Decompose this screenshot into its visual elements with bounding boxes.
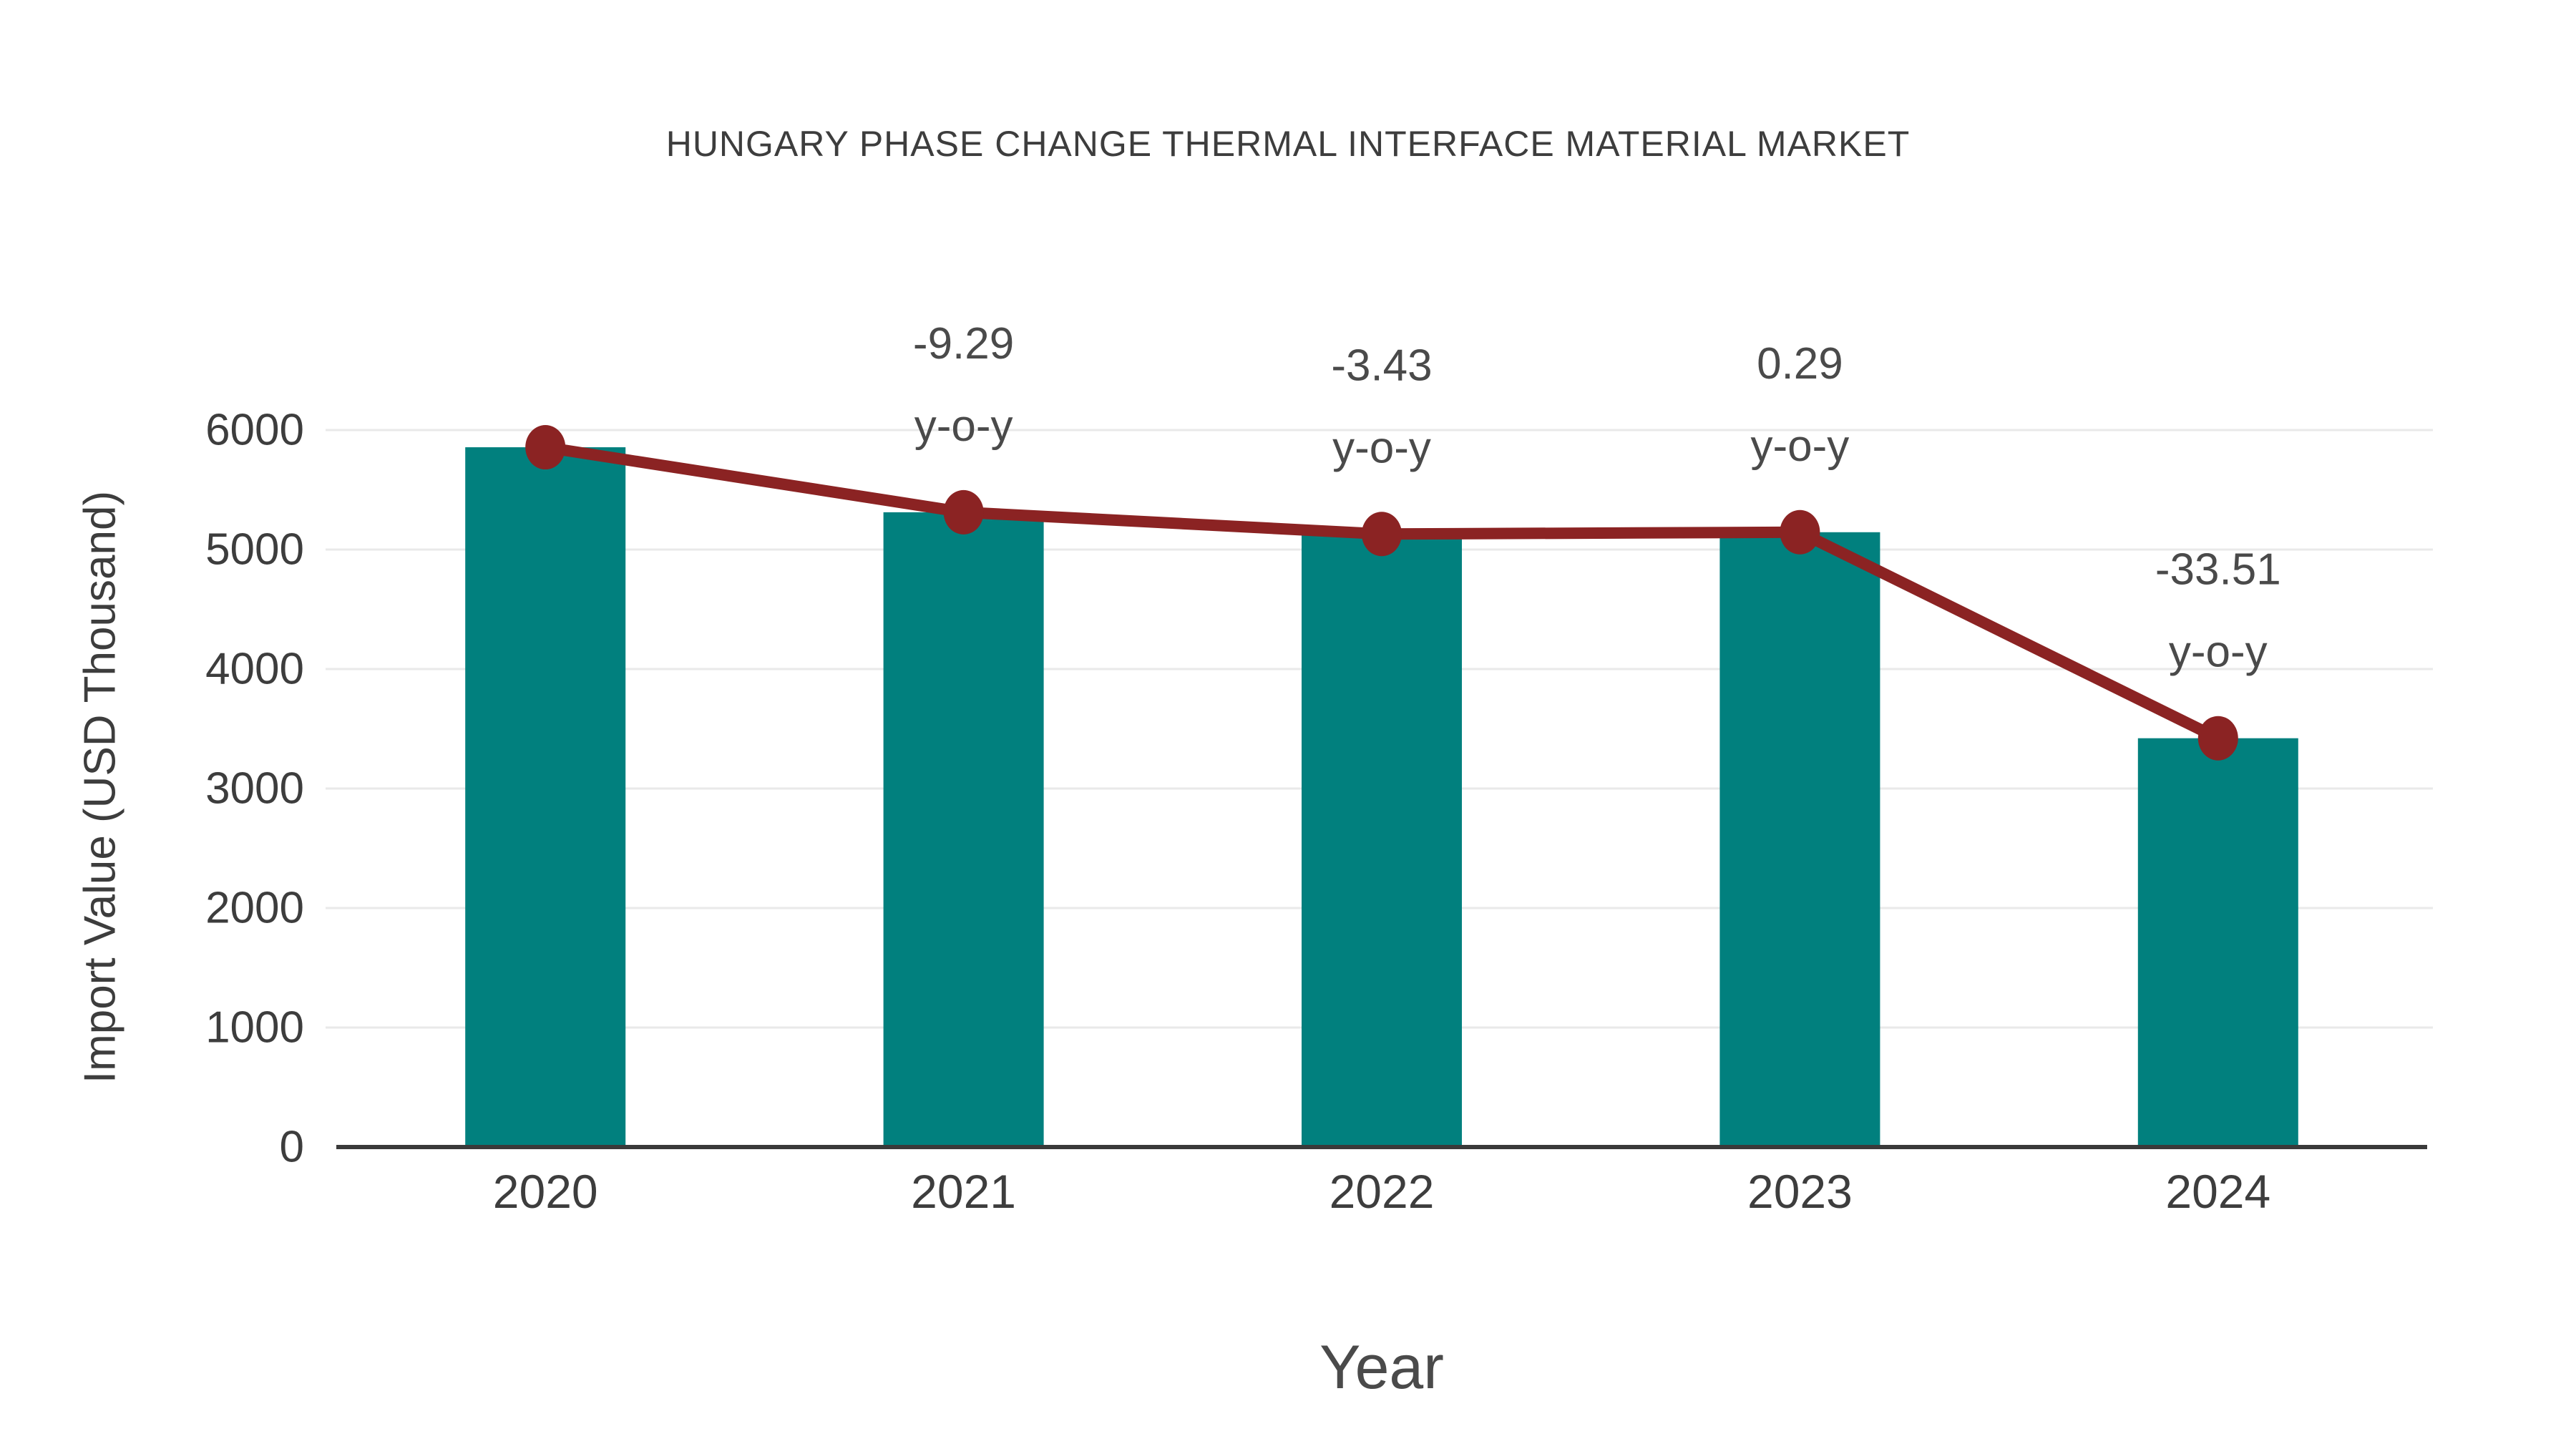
y-tick-label-1000: 1000 <box>205 1003 304 1053</box>
line-marker-2023 <box>1780 509 1820 555</box>
x-axis-title: Year <box>1319 1333 1444 1402</box>
y-tick-label-6000: 6000 <box>205 406 304 455</box>
annotation-suffix: y-o-y <box>1332 423 1431 472</box>
bar-2024 <box>2137 738 2298 1147</box>
y-tick-label-4000: 4000 <box>205 645 304 694</box>
x-tick-label-2022: 2022 <box>1330 1165 1435 1218</box>
x-tick-label-2020: 2020 <box>493 1165 598 1218</box>
annotation-2021: -9.29 y-o-y <box>913 319 1014 451</box>
line-marker-2020 <box>525 425 566 470</box>
line-marker-2022 <box>1362 512 1402 557</box>
annotation-2024: -33.51 y-o-y <box>2155 545 2281 677</box>
y-tick-label-2000: 2000 <box>205 884 304 933</box>
annotation-suffix: y-o-y <box>914 401 1013 451</box>
annotation-value: -33.51 <box>2155 545 2281 595</box>
bar-2023 <box>1719 532 1880 1147</box>
x-tick-label-2024: 2024 <box>2165 1165 2270 1218</box>
line-marker-2021 <box>943 489 984 535</box>
chart-title: HUNGARY PHASE CHANGE THERMAL INTERFACE M… <box>665 124 1911 164</box>
y-tick-label-5000: 5000 <box>205 525 304 575</box>
annotation-value: -9.29 <box>913 319 1014 369</box>
line-marker-2024 <box>2197 716 2238 761</box>
annotation-2022: -3.43 y-o-y <box>1331 341 1432 472</box>
annotation-suffix: y-o-y <box>2169 628 2268 677</box>
x-tick-label-2023: 2023 <box>1747 1165 1853 1218</box>
bar-2022 <box>1302 534 1462 1147</box>
x-tick-label-2021: 2021 <box>911 1165 1016 1218</box>
annotation-value: 0.29 <box>1757 339 1843 389</box>
annotation-value: -3.43 <box>1331 341 1432 390</box>
y-tick-label-3000: 3000 <box>205 764 304 814</box>
annotation-suffix: y-o-y <box>1751 421 1850 471</box>
bar-2021 <box>883 512 1044 1147</box>
bar-2020 <box>465 447 626 1147</box>
y-tick-label-0: 0 <box>280 1123 304 1172</box>
annotation-2023: 0.29 y-o-y <box>1751 339 1850 471</box>
